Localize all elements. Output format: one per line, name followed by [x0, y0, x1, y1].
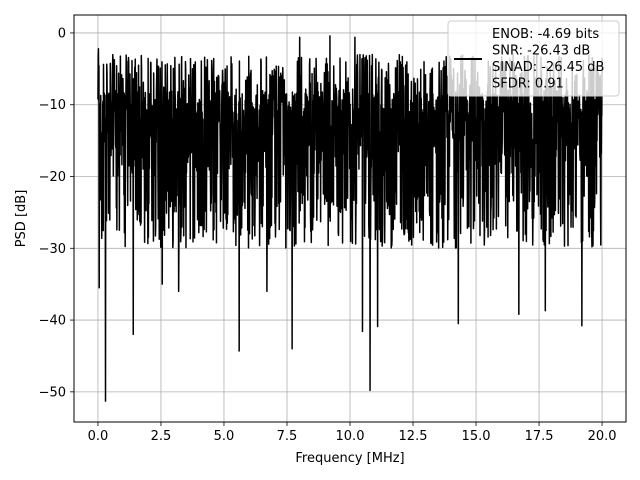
y-tick-label: −10	[39, 98, 66, 113]
x-axis-ticks: 0.0 2.5 5.0 7.5 10.0 12.5 15.0 17.5 20.0	[88, 422, 617, 444]
legend-box	[447, 20, 620, 97]
psd-series-line	[97, 35, 603, 402]
y-tick-label: −40	[39, 314, 66, 329]
x-tick-label: 10.0	[336, 429, 365, 444]
x-axis-label: Frequency [MHz]	[295, 451, 404, 466]
x-tick-label: 7.5	[277, 429, 298, 444]
x-tick-label: 17.5	[525, 429, 554, 444]
legend-snr: SNR: -26.43 dB	[492, 44, 590, 59]
y-tick-label: −30	[39, 242, 66, 257]
legend-sinad: SINAD: -26.45 dB	[492, 60, 604, 75]
y-axis-label: PSD [dB]	[14, 190, 29, 248]
y-axis-ticks: 0 −10 −20 −30 −40 −50	[39, 26, 74, 400]
legend-enob: ENOB: -4.69 bits	[492, 27, 599, 42]
series-layer	[97, 35, 603, 402]
legend: ENOB: -4.69 bits SNR: -26.43 dB SINAD: -…	[447, 20, 620, 97]
x-tick-label: 12.5	[399, 429, 428, 444]
x-tick-label: 20.0	[588, 429, 617, 444]
x-tick-label: 5.0	[214, 429, 235, 444]
y-tick-label: 0	[58, 26, 66, 41]
y-tick-label: −50	[39, 385, 66, 400]
x-tick-label: 15.0	[462, 429, 491, 444]
y-tick-label: −20	[39, 170, 66, 185]
legend-sfdr: SFDR: 0.91	[492, 77, 564, 92]
x-tick-label: 2.5	[151, 429, 172, 444]
x-tick-label: 0.0	[88, 429, 109, 444]
